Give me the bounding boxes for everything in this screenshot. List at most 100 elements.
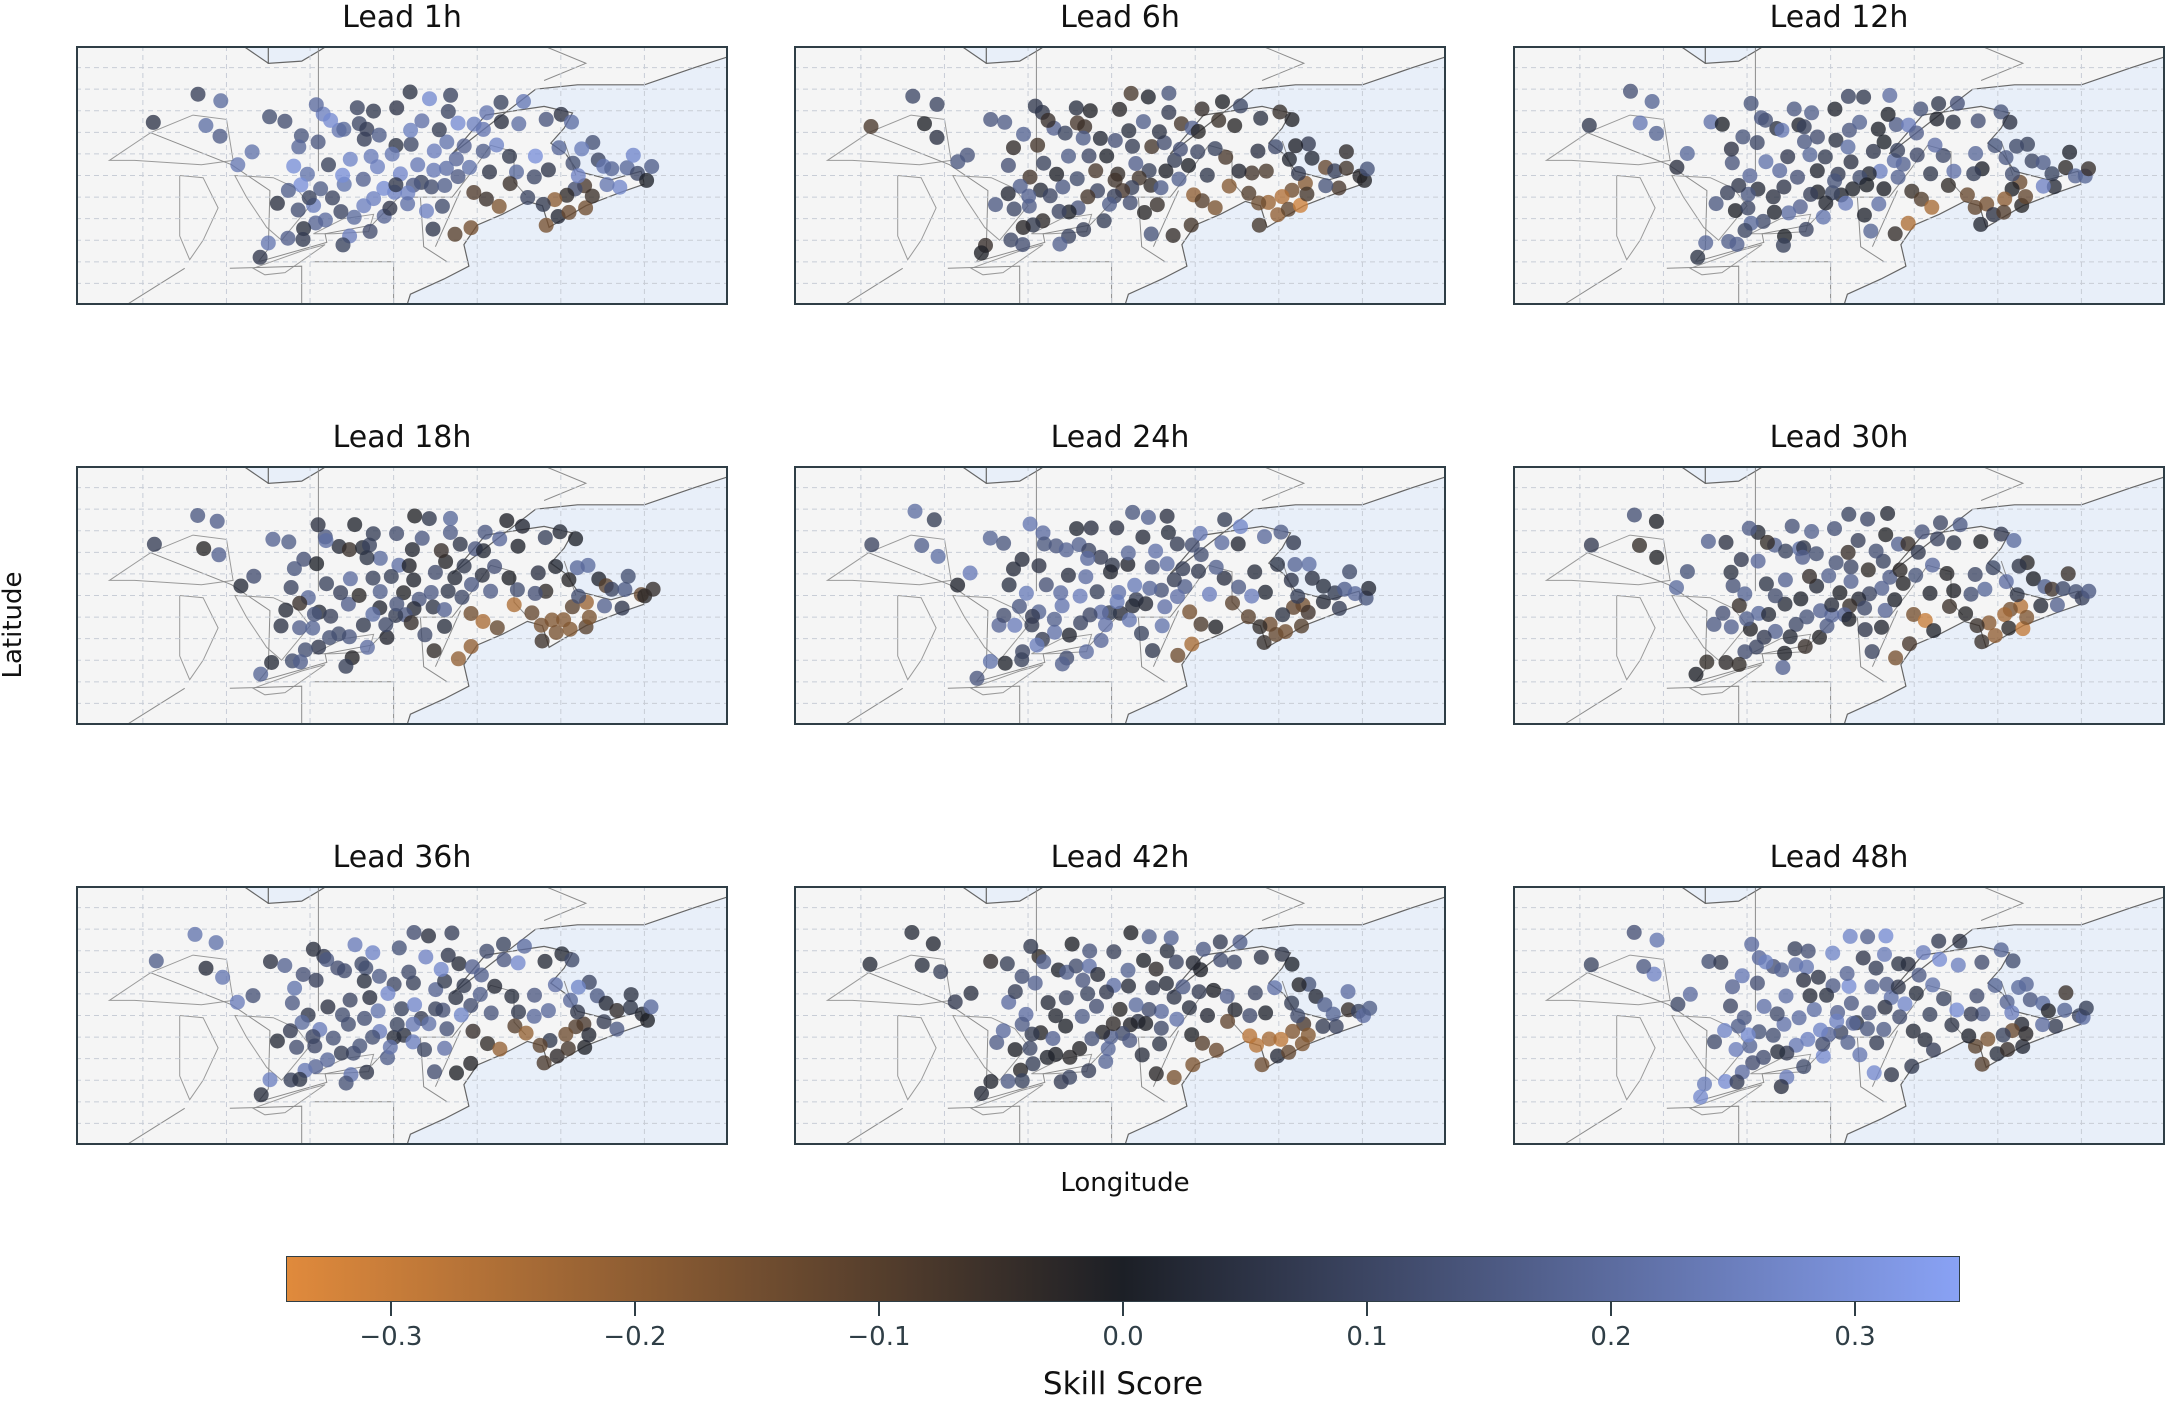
station-marker [561, 572, 577, 588]
station-marker [510, 538, 526, 554]
station-marker [1160, 525, 1176, 540]
station-marker [1025, 608, 1040, 624]
station-marker [1767, 588, 1783, 604]
station-marker [1909, 125, 1924, 141]
station-marker [357, 1010, 372, 1026]
station-marker [639, 172, 655, 188]
station-marker [2055, 581, 2071, 597]
station-marker [489, 137, 505, 153]
station-marker [1749, 135, 1765, 151]
station-marker [1006, 140, 1021, 156]
station-marker [2004, 166, 2020, 182]
station-marker [969, 670, 985, 686]
station-marker [577, 1039, 593, 1055]
station-marker [1274, 946, 1290, 962]
station-marker [198, 118, 214, 133]
station-marker [1331, 180, 1347, 196]
station-marker [1315, 1018, 1331, 1034]
station-marker [1838, 195, 1854, 211]
station-marker [359, 639, 375, 655]
station-marker [1022, 516, 1038, 532]
station-marker [1993, 526, 2009, 542]
station-marker [1106, 944, 1122, 960]
station-marker [418, 949, 434, 965]
station-marker [1772, 163, 1788, 179]
station-marker [1171, 171, 1187, 187]
station-marker [1000, 157, 1016, 173]
station-marker [333, 204, 349, 220]
station-marker [1068, 100, 1084, 116]
station-marker [1061, 627, 1077, 643]
station-marker [1796, 119, 1812, 135]
station-marker [904, 925, 920, 940]
station-marker [286, 158, 302, 174]
station-marker [1949, 1002, 1965, 1018]
station-marker [1827, 101, 1843, 117]
station-marker [389, 1017, 405, 1032]
province-border [229, 265, 303, 305]
station-marker [1038, 577, 1054, 593]
station-marker [537, 953, 553, 969]
station-marker [439, 1021, 455, 1037]
station-marker [333, 1045, 349, 1061]
station-marker [1195, 1035, 1210, 1051]
station-marker [1193, 616, 1209, 632]
station-marker [1698, 235, 1714, 251]
station-marker [1865, 143, 1881, 159]
station-marker [388, 177, 404, 193]
station-marker [1917, 613, 1933, 628]
station-marker [1755, 213, 1771, 229]
station-marker [1802, 568, 1817, 584]
station-marker [1257, 529, 1272, 545]
station-marker [487, 559, 503, 574]
station-marker [502, 148, 517, 164]
station-marker [291, 139, 307, 155]
station-marker [612, 179, 628, 195]
station-marker [1843, 559, 1859, 575]
station-marker [609, 1021, 625, 1037]
station-marker [406, 925, 422, 940]
station-marker [1923, 166, 1939, 182]
station-marker [1221, 178, 1237, 194]
station-marker [989, 1035, 1005, 1050]
station-marker [1128, 156, 1144, 171]
station-marker [426, 643, 442, 659]
station-marker [1787, 941, 1803, 957]
station-marker [447, 570, 463, 586]
station-marker [404, 542, 420, 558]
station-marker [1925, 977, 1941, 993]
station-marker [1217, 512, 1233, 528]
station-marker [1193, 547, 1209, 563]
station-marker [379, 629, 395, 645]
station-marker [146, 536, 162, 552]
station-marker [1052, 236, 1068, 252]
station-marker [309, 556, 325, 572]
station-marker [478, 191, 494, 207]
station-marker [2046, 179, 2062, 195]
station-marker [527, 585, 543, 601]
station-marker [1980, 1031, 1996, 1047]
station-marker [1776, 179, 1792, 195]
station-marker [286, 561, 302, 577]
station-marker [1018, 585, 1034, 601]
station-marker [1300, 604, 1316, 620]
station-marker [345, 1045, 361, 1061]
station-marker [1316, 578, 1331, 594]
station-marker [560, 1041, 576, 1057]
station-marker [1161, 104, 1177, 120]
hudson-bay-water [1704, 886, 1765, 904]
station-marker [1876, 1021, 1892, 1037]
station-marker [604, 161, 620, 177]
station-marker [1827, 521, 1842, 537]
station-marker [1215, 94, 1230, 110]
station-marker [1879, 976, 1895, 992]
station-marker [1327, 163, 1343, 179]
station-marker [1839, 966, 1855, 981]
x-axis-label: Longitude [1060, 1168, 1190, 1198]
province-border [1666, 1105, 1740, 1145]
station-marker [278, 602, 294, 618]
hudson-bay-water [985, 466, 1046, 484]
station-marker [1864, 979, 1880, 995]
station-marker [2057, 1002, 2073, 1018]
station-marker [422, 91, 437, 107]
